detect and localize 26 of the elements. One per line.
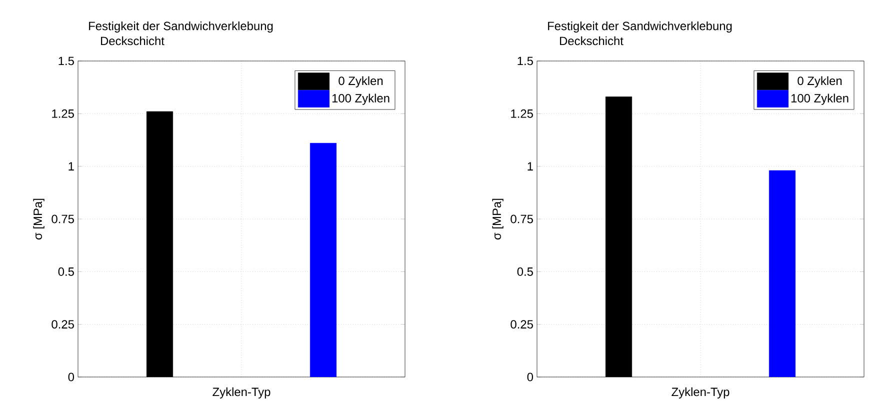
y-tick-label: 0.75 xyxy=(510,214,533,224)
y-axis-title: σ [MPa] xyxy=(492,198,504,240)
legend-label: 100 Zyklen xyxy=(332,94,390,105)
x-axis-title: Zyklen-Typ xyxy=(212,387,270,399)
legend-label: 0 Zyklen xyxy=(338,76,383,88)
y-tick-label: 0 xyxy=(527,372,534,382)
legend-label: 0 Zyklen xyxy=(798,76,842,88)
y-tick-label: 0 xyxy=(68,372,74,382)
chart-title: Festigkeit der Sandwichverklebung xyxy=(548,21,732,33)
y-tick-label: 0.25 xyxy=(52,320,74,329)
y-tick-label: 1.5 xyxy=(58,56,74,66)
y-tick-label: 1 xyxy=(528,162,533,170)
chart-subtitle: Deckschicht xyxy=(101,36,164,46)
legend-label: 100 Zyklen xyxy=(791,94,848,105)
y-tick-label: 0.5 xyxy=(517,267,533,276)
chart-title: Festigkeit der Sandwichverklebung xyxy=(89,21,273,33)
y-tick-label: 1 xyxy=(68,162,74,170)
y-axis-title: σ [MPa] xyxy=(33,198,44,240)
y-tick-label: 1.5 xyxy=(518,56,533,66)
y-tick-label: 1.25 xyxy=(52,109,74,118)
y-tick-label: 1.25 xyxy=(511,109,533,118)
chart-subtitle: Deckschicht xyxy=(560,36,624,46)
y-tick-label: 0.75 xyxy=(52,214,74,224)
y-tick-label: 0.5 xyxy=(58,267,74,276)
y-tick-label: 0.25 xyxy=(510,320,533,329)
x-axis-title: Zyklen-Typ xyxy=(672,387,730,399)
